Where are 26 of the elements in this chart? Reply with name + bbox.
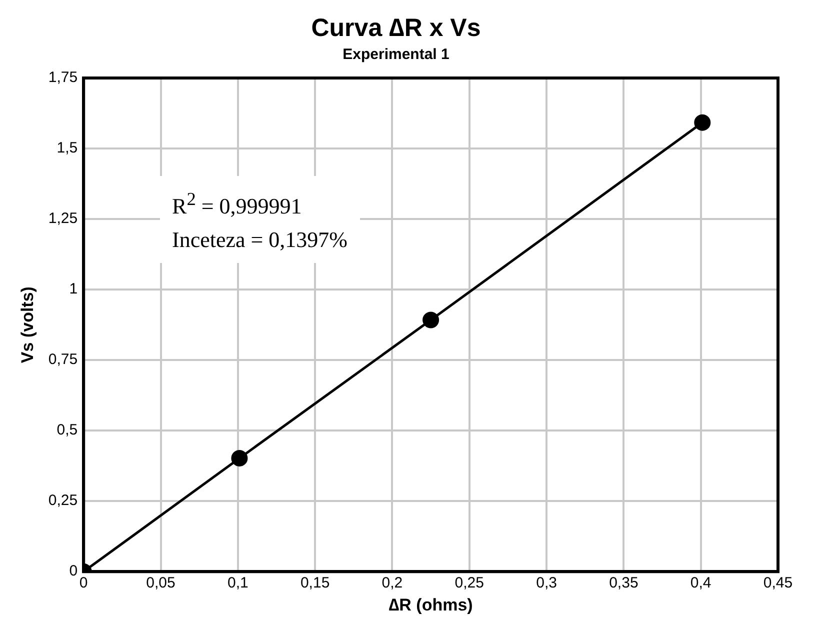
x-tick-label: 0,45 [763,574,793,592]
x-tick-label: 0,05 [146,574,176,592]
point [694,114,711,131]
annotation: R$^{2}$ = 0,999991 [172,188,303,220]
y-tick-label: 1,75 [48,69,78,86]
y-tick-label: 1,5 [56,140,78,157]
x-tick-label: 0,35 [609,574,638,592]
point [231,450,248,466]
y-tick-label: 0,25 [48,492,78,510]
annotation: Inceteza = 0,1397% [172,226,348,254]
y-axis-title: Vs (volts) [18,286,37,364]
x-tick-label: 0,4 [690,574,712,592]
y-tick-label: 1 [69,280,78,298]
y-tick-label: 0,5 [56,422,78,439]
y-tick-label: 0,75 [48,351,78,368]
x-axis-title: ∆R (ohms) [388,595,473,614]
x-tick-label: 0,25 [454,574,484,592]
chart-title: Curva ∆R x Vs [311,14,481,42]
x-tick-label: 0,15 [300,574,330,592]
x-tick-label: 0,2 [382,574,403,592]
y-tick-label: 0 [69,562,78,580]
y-tick-label: 1,25 [48,210,78,228]
x-tick-label: 0,1 [227,574,248,592]
chart-subtitle: Experimental 1 [342,46,450,64]
point [422,312,440,328]
x-tick-label: 0,3 [536,574,557,592]
